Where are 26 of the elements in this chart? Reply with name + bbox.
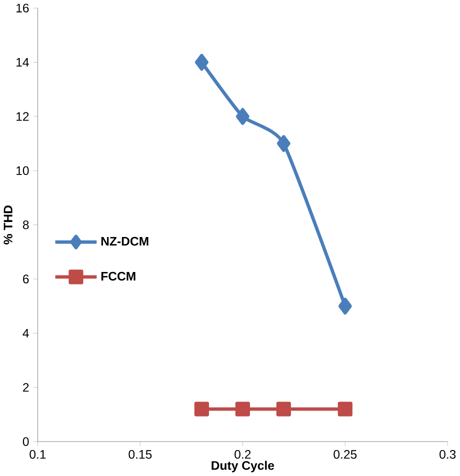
y-tick-label: 16 xyxy=(16,4,29,12)
point xyxy=(338,298,352,315)
point xyxy=(235,402,250,416)
y-tick-label: 8 xyxy=(22,220,29,230)
y-tick-label: 4 xyxy=(22,328,29,338)
point xyxy=(338,402,352,416)
legend-label: NZ-DCM xyxy=(101,236,148,246)
y-axis-title: % THD xyxy=(4,206,12,244)
legend-label: FCCM xyxy=(101,272,136,281)
x-tick-label: 0.15 xyxy=(128,450,152,459)
y-tick-label: 14 xyxy=(16,58,29,66)
x-axis-title: Duty Cycle xyxy=(212,460,274,472)
point xyxy=(194,54,208,71)
x-tick-label: 0.2 xyxy=(234,450,251,459)
point xyxy=(276,402,292,416)
x-tick-label: 0.1 xyxy=(30,450,46,459)
point xyxy=(194,402,210,416)
x-tick-label: 0.3 xyxy=(440,450,456,459)
y-tick-label: 12 xyxy=(16,112,29,121)
y-tick-label: 2 xyxy=(23,383,29,392)
point xyxy=(276,135,290,152)
y-tick-label: 6 xyxy=(23,274,29,284)
y-tick-label: 0 xyxy=(22,437,29,446)
point xyxy=(236,108,250,125)
y-tick-label: 10 xyxy=(16,166,29,175)
x-tick-label: 0.25 xyxy=(334,450,357,459)
